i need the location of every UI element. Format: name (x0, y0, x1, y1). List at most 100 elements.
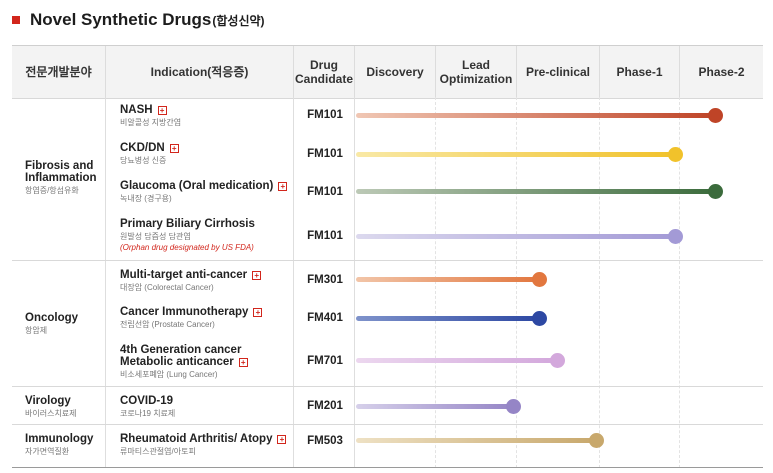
progress-end-dot (707, 108, 723, 123)
progress-bar (356, 234, 676, 239)
candidate-label: FM201 (307, 400, 343, 412)
indication-metabolic-anticancer: 4th Generation cancer Metabolic anticanc… (120, 344, 248, 380)
page-title: Novel Synthetic Drugs (30, 10, 212, 29)
header-divider (435, 46, 436, 98)
header-area: 전문개발분야 (25, 65, 92, 79)
indication-korean: 비소세포폐암 (Lung Cancer) (120, 370, 218, 379)
header-phase1: Phase-1 (616, 65, 663, 79)
page-title-wrap: Novel Synthetic Drugs (합성신약) (12, 10, 265, 30)
header-divider (105, 46, 106, 98)
progress-end-dot (531, 272, 547, 287)
progress-end-dot (549, 353, 565, 368)
indication-label: Glaucoma (Oral medication) (120, 180, 274, 192)
grid-line (599, 97, 600, 468)
area-name-line1: Virology (25, 395, 71, 407)
plus-square-icon[interactable]: + (238, 358, 248, 367)
indication-korean: 비알콜성 지방간염 (120, 118, 182, 127)
header-lead-line2: Optimization (439, 72, 513, 86)
indication-covid19: COVID-19 코로나19 치료제 (120, 395, 175, 419)
indication-label: Rheumatoid Arthritis/ Atopy (120, 433, 273, 445)
progress-bar (356, 358, 558, 363)
red-square-icon (12, 16, 20, 24)
plus-square-icon[interactable]: + (169, 144, 179, 153)
area-virology: Virology 바이러스치료제 (25, 395, 77, 419)
indication-pbc: Primary Biliary Cirrhosis 원발성 담즙성 담관염 (O… (120, 218, 255, 252)
progress-bar (356, 438, 597, 443)
indication-korean: 녹내장 (경구용) (120, 194, 172, 203)
header-discovery: Discovery (366, 65, 424, 79)
indication-label: Multi-target anti-cancer (120, 269, 248, 281)
area-oncology: Oncology 항암제 (25, 312, 78, 336)
header-preclinical: Pre-clinical (525, 65, 591, 79)
indication-label: NASH (120, 104, 153, 116)
progress-end-dot (668, 229, 683, 244)
page-title-korean: (합성신약) (212, 13, 265, 28)
header-divider (679, 46, 680, 98)
header-candidate: Drug Candidate (294, 46, 354, 98)
header-divider (293, 46, 294, 98)
candidate-label: FM701 (307, 355, 343, 367)
plus-square-icon[interactable]: + (278, 182, 288, 191)
indication-label: Metabolic anticancer (120, 356, 234, 368)
grid-line (435, 97, 436, 468)
progress-end-dot (506, 399, 522, 414)
indication-korean: 코로나19 치료제 (120, 409, 176, 418)
indication-label: Primary Biliary Cirrhosis (120, 218, 255, 230)
candidate-label: FM101 (307, 148, 343, 160)
orphan-drug-note: (Orphan drug designated by US FDA) (120, 243, 254, 252)
group-separator (12, 424, 763, 425)
header-indication: Indication(적응증) (150, 65, 249, 79)
indication-korean: 원발성 담즙성 담관염 (120, 232, 191, 241)
area-name-korean: 자가면역질환 (25, 447, 70, 456)
grid-line (293, 97, 294, 468)
plus-square-icon[interactable]: + (277, 435, 287, 444)
area-name-line1: Immunology (25, 433, 94, 445)
group-separator (12, 260, 763, 261)
grid-line (105, 97, 106, 468)
indication-label: Cancer Immunotherapy (120, 306, 249, 318)
area-name-korean: 항염증/항섬유화 (25, 186, 79, 195)
area-fibrosis: Fibrosis and Inflammation 항염증/항섬유화 (25, 160, 97, 196)
indication-multi-target: Multi-target anti-cancer + 대장암 (Colorecta… (120, 269, 262, 293)
grid-line (516, 97, 517, 468)
indication-immunotherapy: Cancer Immunotherapy + 전립선암 (Prostate Can… (120, 306, 263, 330)
indication-glaucoma: Glaucoma (Oral medication) + 녹내장 (경구용) (120, 180, 288, 204)
progress-bar (356, 189, 715, 194)
area-name-line2: Inflammation (25, 172, 97, 184)
progress-bar (356, 277, 540, 282)
area-name-line1: Oncology (25, 312, 79, 324)
header-lead-line1: Lead (461, 58, 490, 72)
progress-end-dot (668, 147, 683, 162)
grid-line (679, 97, 680, 468)
table-bottom-border (12, 467, 763, 468)
progress-end-dot (707, 184, 723, 199)
candidate-label: FM503 (307, 435, 343, 447)
indication-korean: 당뇨병성 신증 (120, 156, 167, 165)
plus-square-icon[interactable]: + (252, 271, 262, 280)
grid-line (354, 97, 355, 468)
indication-nash: NASH + 비알콜성 지방간염 (120, 104, 181, 128)
area-immunology: Immunology 자가면역질환 (25, 433, 93, 457)
pipeline-table-header: 전문개발분야 Indication(적응증) Drug Candidate Di… (12, 45, 763, 99)
candidate-label: FM101 (307, 230, 343, 242)
header-phase2: Phase-2 (698, 65, 745, 79)
header-candidate-line1: Drug (310, 58, 338, 72)
header-divider (354, 46, 355, 98)
area-name-korean: 항암제 (25, 326, 48, 335)
group-separator (12, 386, 763, 387)
header-divider (599, 46, 600, 98)
header-candidate-line2: Candidate (294, 72, 353, 86)
plus-square-icon[interactable]: + (253, 308, 263, 317)
candidate-label: FM101 (307, 186, 343, 198)
indication-label: COVID-19 (120, 395, 174, 407)
area-name-korean: 바이러스치료제 (25, 409, 77, 418)
indication-korean: 류마티스관절염/아토피 (120, 447, 196, 456)
indication-ckd-dn: CKD/DN + 당뇨병성 신증 (120, 142, 179, 166)
indication-korean: 대장암 (Colorectal Cancer) (120, 283, 214, 292)
indication-rheumatoid: Rheumatoid Arthritis/ Atopy + 류마티스관절염/아토피 (120, 433, 287, 457)
progress-end-dot (589, 433, 605, 448)
plus-square-icon[interactable]: + (157, 106, 167, 115)
indication-korean: 전립선암 (Prostate Cancer) (120, 320, 215, 329)
candidate-label: FM101 (307, 109, 343, 121)
candidate-label: FM401 (307, 312, 343, 324)
